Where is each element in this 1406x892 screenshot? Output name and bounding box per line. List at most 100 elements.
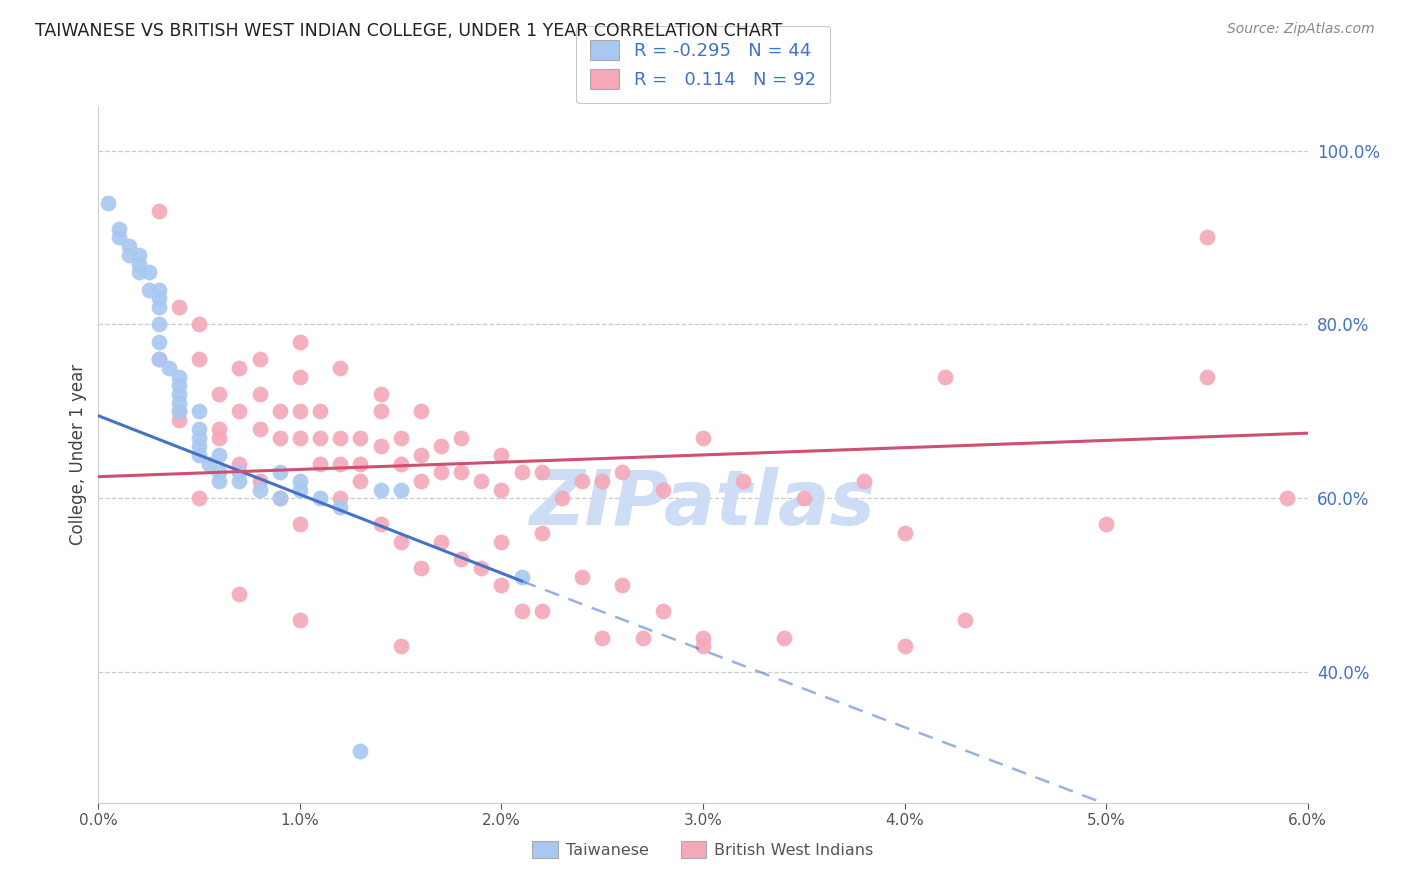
Point (349, 474, 371, 488)
Point (510, 570, 533, 584)
Point (510, 605, 533, 619)
Point (107, 222, 129, 236)
Point (329, 491, 352, 506)
Point (309, 430, 332, 444)
Point (389, 483, 412, 497)
Point (450, 430, 472, 444)
Point (571, 570, 593, 584)
Point (148, 283, 170, 297)
Point (1195, 230, 1218, 244)
Point (208, 387, 231, 401)
Point (138, 265, 160, 279)
Point (733, 474, 755, 488)
Point (118, 239, 141, 253)
Point (692, 631, 714, 645)
Point (470, 561, 492, 575)
Point (288, 404, 311, 418)
Point (491, 448, 513, 462)
Point (491, 578, 513, 592)
Point (651, 483, 673, 497)
Point (269, 430, 291, 444)
Point (409, 561, 432, 575)
Point (1095, 517, 1118, 532)
Point (228, 474, 250, 488)
Point (228, 361, 250, 376)
Point (349, 430, 371, 444)
Point (288, 369, 311, 384)
Point (228, 404, 250, 418)
Point (208, 422, 231, 436)
Point (1195, 369, 1218, 384)
Point (491, 534, 513, 549)
Point (228, 457, 250, 471)
Point (370, 387, 392, 401)
Point (118, 248, 141, 262)
Point (128, 248, 150, 262)
Point (934, 369, 956, 384)
Point (167, 378, 190, 392)
Point (288, 483, 311, 497)
Point (138, 283, 160, 297)
Point (228, 587, 250, 601)
Text: Source: ZipAtlas.com: Source: ZipAtlas.com (1227, 22, 1375, 37)
Point (389, 534, 412, 549)
Point (631, 631, 654, 645)
Point (329, 361, 352, 376)
Point (288, 474, 311, 488)
Point (198, 457, 221, 471)
Point (288, 430, 311, 444)
Point (772, 631, 794, 645)
Point (309, 457, 332, 471)
Point (370, 439, 392, 453)
Point (148, 334, 170, 349)
Point (188, 352, 211, 367)
Point (188, 318, 211, 332)
Point (188, 491, 211, 506)
Point (249, 474, 271, 488)
Point (571, 474, 593, 488)
Point (167, 404, 190, 418)
Point (148, 204, 170, 219)
Point (389, 457, 412, 471)
Point (591, 631, 613, 645)
Point (167, 396, 190, 410)
Point (148, 300, 170, 314)
Point (450, 552, 472, 566)
Point (249, 387, 271, 401)
Point (148, 352, 170, 367)
Point (188, 430, 211, 444)
Point (148, 291, 170, 305)
Point (793, 491, 815, 506)
Point (269, 491, 291, 506)
Point (591, 474, 613, 488)
Text: TAIWANESE VS BRITISH WEST INDIAN COLLEGE, UNDER 1 YEAR CORRELATION CHART: TAIWANESE VS BRITISH WEST INDIAN COLLEGE… (35, 22, 783, 40)
Point (612, 466, 634, 480)
Point (148, 352, 170, 367)
Point (430, 439, 453, 453)
Point (409, 448, 432, 462)
Point (208, 466, 231, 480)
Point (228, 466, 250, 480)
Point (893, 639, 915, 653)
Point (208, 448, 231, 462)
Point (430, 466, 453, 480)
Point (349, 744, 371, 758)
Point (167, 413, 190, 427)
Point (430, 534, 453, 549)
Point (309, 404, 332, 418)
Point (329, 430, 352, 444)
Point (389, 639, 412, 653)
Legend: Taiwanese, British West Indians: Taiwanese, British West Indians (526, 834, 880, 864)
Point (853, 474, 876, 488)
Point (491, 483, 513, 497)
Point (370, 404, 392, 418)
Point (530, 605, 553, 619)
Point (107, 230, 129, 244)
Point (148, 318, 170, 332)
Point (249, 483, 271, 497)
Point (167, 387, 190, 401)
Point (269, 404, 291, 418)
Point (208, 430, 231, 444)
Point (612, 578, 634, 592)
Point (551, 491, 574, 506)
